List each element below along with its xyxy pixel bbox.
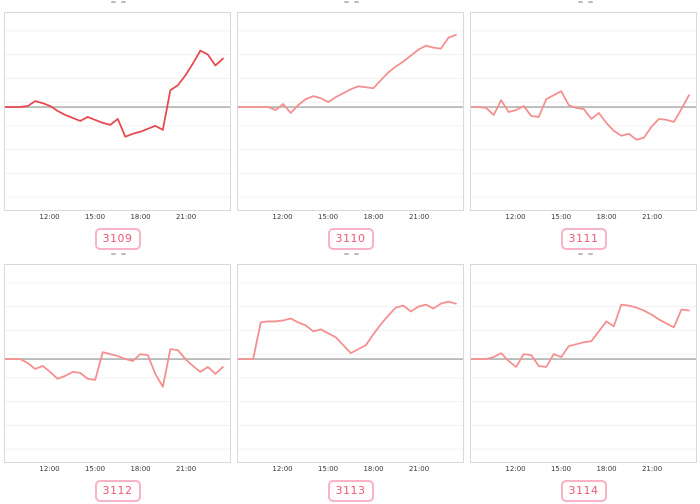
x-tick-label: 18:00 bbox=[363, 465, 384, 473]
x-axis-tick-row: 12:00 15:00 18:00 21:00 bbox=[4, 463, 231, 474]
chart-cell-3110: 12:00 15:00 18:00 21:00 3110 bbox=[233, 0, 466, 252]
chart-canvas bbox=[237, 12, 464, 211]
series-line bbox=[471, 303, 690, 368]
x-axis-tick-row: 12:00 15:00 18:00 21:00 bbox=[470, 463, 697, 474]
x-tick-label: 18:00 bbox=[596, 213, 617, 221]
x-tick-label: 15:00 bbox=[550, 213, 572, 221]
chart-id-badge[interactable]: 3109 bbox=[94, 228, 141, 251]
x-tick-label: 18:00 bbox=[596, 465, 617, 473]
x-tick-label: 21:00 bbox=[408, 465, 430, 473]
badge-row: 3113 bbox=[237, 480, 464, 503]
x-tick-label: 15:00 bbox=[317, 465, 339, 473]
x-tick-label: 12:00 bbox=[39, 213, 60, 221]
clipped-title-marks bbox=[4, 0, 233, 12]
chart-id-badge[interactable]: 3114 bbox=[560, 480, 607, 503]
x-axis-tick-row: 12:00 15:00 18:00 21:00 bbox=[4, 211, 231, 222]
x-tick-label: 12:00 bbox=[39, 465, 60, 473]
chart-id-badge[interactable]: 3112 bbox=[94, 480, 141, 503]
x-axis-tick-row: 12:00 15:00 18:00 21:00 bbox=[237, 211, 464, 222]
sparkline-chart bbox=[237, 264, 466, 463]
sparkline-chart bbox=[4, 264, 233, 463]
chart-cell-3113: 12:00 15:00 18:00 21:00 3113 bbox=[233, 252, 466, 504]
x-tick-label: 12:00 bbox=[505, 465, 526, 473]
clipped-title-marks bbox=[4, 252, 233, 264]
chart-canvas bbox=[470, 264, 697, 463]
x-tick-label: 18:00 bbox=[130, 213, 151, 221]
chart-cell-3109: 12:00 15:00 18:00 21:00 3109 bbox=[0, 0, 233, 252]
series-line bbox=[471, 90, 690, 141]
series-line bbox=[5, 348, 224, 388]
badge-row: 3114 bbox=[470, 480, 697, 503]
x-tick-label: 12:00 bbox=[505, 213, 526, 221]
chart-cell-3111: 12:00 15:00 18:00 21:00 3111 bbox=[466, 0, 700, 252]
x-tick-label: 12:00 bbox=[272, 465, 293, 473]
chart-canvas bbox=[4, 264, 231, 463]
sparkline-chart bbox=[237, 12, 466, 211]
x-tick-label: 21:00 bbox=[641, 465, 663, 473]
clipped-title-marks bbox=[237, 0, 466, 12]
x-tick-label: 21:00 bbox=[175, 465, 197, 473]
x-tick-label: 18:00 bbox=[363, 213, 384, 221]
series-line bbox=[238, 300, 457, 360]
badge-row: 3112 bbox=[4, 480, 231, 503]
sparkline-chart bbox=[4, 12, 233, 211]
x-tick-label: 21:00 bbox=[641, 213, 663, 221]
x-tick-label: 18:00 bbox=[130, 465, 151, 473]
x-tick-label: 15:00 bbox=[84, 213, 106, 221]
x-tick-label: 12:00 bbox=[272, 213, 293, 221]
chart-cell-3112: 12:00 15:00 18:00 21:00 3112 bbox=[0, 252, 233, 504]
badge-row: 3110 bbox=[237, 228, 464, 251]
chart-canvas bbox=[470, 12, 697, 211]
series-line bbox=[5, 49, 224, 138]
sparkline-chart bbox=[470, 264, 700, 463]
clipped-title-marks bbox=[470, 0, 700, 12]
clipped-title-marks bbox=[237, 252, 466, 264]
chart-id-badge[interactable]: 3110 bbox=[327, 228, 374, 251]
x-tick-label: 15:00 bbox=[317, 213, 339, 221]
x-tick-label: 15:00 bbox=[550, 465, 572, 473]
chart-id-badge[interactable]: 3111 bbox=[560, 228, 607, 251]
x-axis-tick-row: 12:00 15:00 18:00 21:00 bbox=[237, 463, 464, 474]
chart-canvas bbox=[4, 12, 231, 211]
x-tick-label: 15:00 bbox=[84, 465, 106, 473]
chart-cell-3114: 12:00 15:00 18:00 21:00 3114 bbox=[466, 252, 700, 504]
badge-row: 3109 bbox=[4, 228, 231, 251]
chart-id-badge[interactable]: 3113 bbox=[327, 480, 374, 503]
series-line bbox=[238, 33, 457, 114]
x-tick-label: 21:00 bbox=[175, 213, 197, 221]
sparkline-chart bbox=[470, 12, 700, 211]
chart-canvas bbox=[237, 264, 464, 463]
x-axis-tick-row: 12:00 15:00 18:00 21:00 bbox=[470, 211, 697, 222]
x-tick-label: 21:00 bbox=[408, 213, 430, 221]
clipped-title-marks bbox=[470, 252, 700, 264]
badge-row: 3111 bbox=[470, 228, 697, 251]
